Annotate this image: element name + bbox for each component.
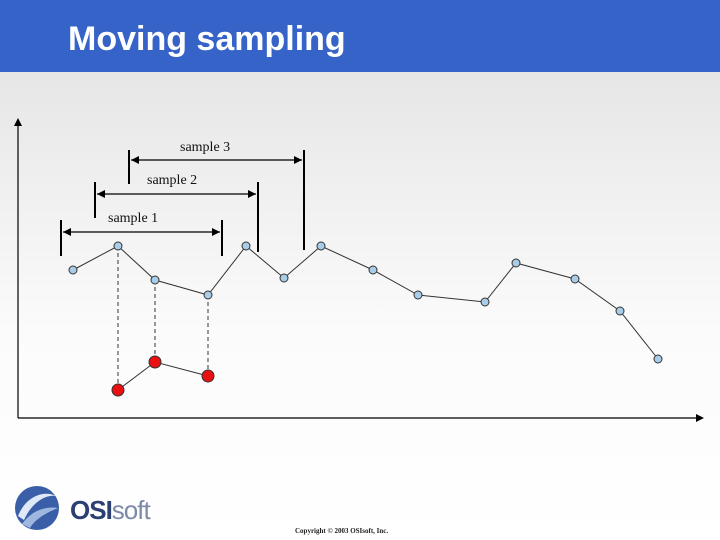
series-point: [203, 290, 213, 300]
logo-swoosh-icon: [22, 507, 58, 528]
series-points: [68, 241, 663, 364]
series-point: [113, 241, 123, 251]
projection-lines: [117, 246, 209, 390]
series-line: [72, 245, 659, 360]
bracket-arrow-left: [97, 190, 105, 198]
average-points: [111, 355, 215, 397]
series-point: [279, 273, 289, 283]
sample-1-label: sample 1: [108, 211, 158, 226]
logo-wordmark-light: soft: [111, 495, 151, 525]
bracket-arrow-right: [248, 190, 256, 198]
bracket-arrow-left: [63, 228, 71, 236]
title-bar: Moving sampling: [0, 0, 720, 72]
bracket-arrow-right: [294, 156, 302, 164]
series-point: [150, 275, 160, 285]
average-point: [111, 383, 125, 397]
series-point: [68, 265, 78, 275]
logo-swoosh-icon: [18, 493, 56, 520]
copyright-text: Copyright © 2003 OSIsoft, Inc.: [295, 527, 389, 535]
osisoft-logo: [15, 486, 59, 530]
sample-2-label: sample 2: [147, 173, 197, 188]
series-point: [368, 265, 378, 275]
logo-globe-icon: [15, 486, 59, 530]
series-point: [570, 274, 580, 284]
sample-1-bracket: [60, 220, 223, 256]
series-point: [615, 306, 625, 316]
series-point: [511, 258, 521, 268]
bracket-arrow-right: [212, 228, 220, 236]
series-point: [653, 354, 663, 364]
average-point: [148, 355, 162, 369]
sample-3-label: sample 3: [180, 140, 230, 155]
average-line: [117, 361, 209, 391]
sample-3-bracket: [128, 150, 305, 250]
page-title: Moving sampling: [68, 20, 346, 58]
series-point: [241, 241, 251, 251]
bracket-arrow-left: [131, 156, 139, 164]
series-point: [480, 297, 490, 307]
slide-background: [0, 72, 720, 540]
sample-2-bracket: [94, 182, 259, 252]
logo-wordmark-bold: OSI: [70, 495, 113, 525]
series-point: [316, 241, 326, 251]
logo-wordmark: OSIsoft: [70, 495, 151, 526]
series-point: [413, 290, 423, 300]
average-point: [201, 369, 215, 383]
